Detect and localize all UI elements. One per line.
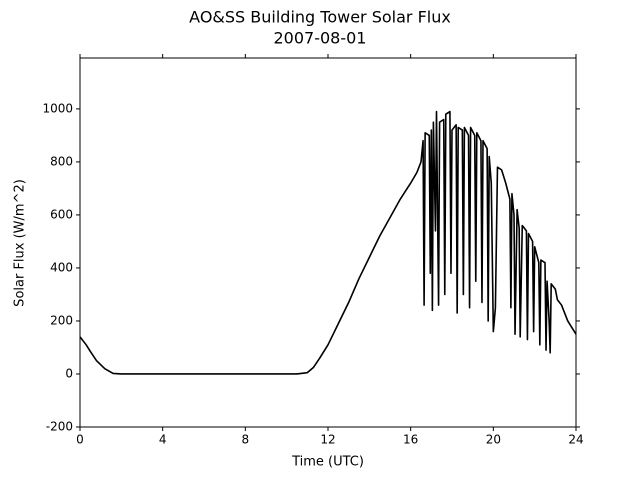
x-tick-label: 8	[242, 433, 250, 447]
x-tick-label: 4	[159, 433, 167, 447]
y-tick-label: 200	[50, 313, 73, 327]
x-tick-label: 16	[403, 433, 418, 447]
chart-title: AO&SS Building Tower Solar Flux	[189, 8, 451, 27]
data-line	[79, 110, 577, 375]
chart-subtitle: 2007-08-01	[274, 29, 367, 48]
plot-frame	[79, 57, 577, 428]
y-tick-label: 0	[65, 366, 73, 380]
x-tick-label: 24	[568, 433, 583, 447]
y-axis-label: Solar Flux (W/m^2)	[13, 179, 28, 307]
x-axis-label: Time (UTC)	[291, 455, 364, 470]
y-tick-label: 800	[50, 154, 73, 168]
x-tick-label: 20	[486, 433, 501, 447]
y-tick-label: -200	[46, 420, 73, 434]
y-tick-label: 600	[50, 207, 73, 221]
y-tick-label: 1000	[42, 101, 73, 115]
x-tick-label: 12	[320, 433, 335, 447]
x-tick-label: 0	[76, 433, 84, 447]
y-tick-label: 400	[50, 260, 73, 274]
